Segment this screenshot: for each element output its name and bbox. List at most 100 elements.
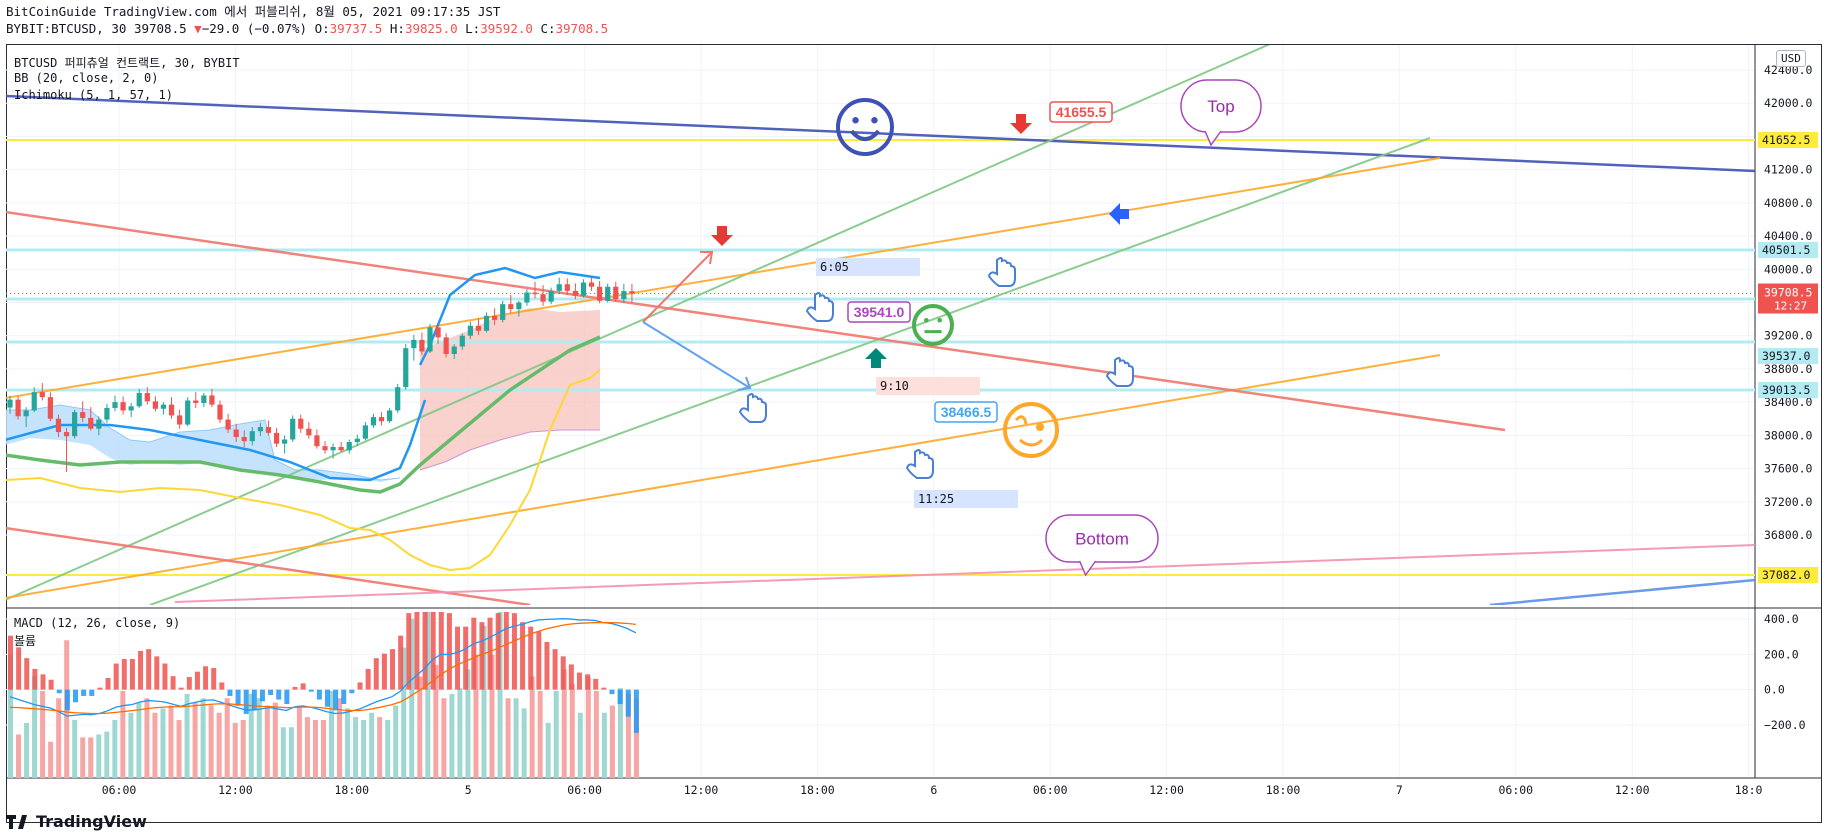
macd-histogram-bar [381,653,387,690]
volume-bar [401,647,407,778]
candle [597,286,603,301]
macd-histogram-bar [609,689,615,695]
volume-bar [232,722,238,778]
macd-histogram-bar [341,689,347,705]
arrow-up-icon [865,348,887,368]
time-tick-label: 18:0 [1735,783,1763,797]
speech-bubble: Top [1180,79,1262,147]
volume-bar [320,720,326,778]
legend-volume[interactable]: 볼륨 [14,634,37,648]
macd-histogram-bar [154,656,160,690]
volume-bar [633,698,639,778]
legend-bb[interactable]: BB (20, close, 2, 0) [14,71,159,85]
low-value: 39592.0 [480,21,533,36]
time-tick-label: 12:00 [684,783,719,797]
speech-bubble-shape [1045,514,1159,563]
volume-bar [553,691,559,778]
time-axis: 06:00 12:00 18:00 5 06:00 12:00 18:00 6 06:00 12:… [102,783,1763,797]
candle [556,284,562,291]
volume-bar [441,698,447,778]
legend-ichimoku[interactable]: Ichimoku (5, 1, 57, 1) [14,88,173,102]
macd-histogram-bar [414,612,420,690]
trend-line [6,526,531,605]
candle [128,406,134,411]
volume-bar [561,669,567,778]
time-box: 6:05 [816,258,920,276]
macd-histogram-bar [178,687,184,690]
macd-histogram-bar [585,674,591,690]
volume-bar [393,705,399,778]
macd-histogram-bar [528,626,534,690]
time-box-bg [914,490,1018,508]
volume-bar [24,722,30,778]
price-callout-box [847,301,911,323]
candle [63,432,70,437]
time-tick-label: 18:00 [334,783,369,797]
macd-histogram-bar [479,622,485,690]
macd-histogram-bar [8,635,13,690]
candle [290,418,296,440]
price-tick-label: 40400.0 [1764,229,1813,243]
tradingview-logo: TradingView [6,812,147,831]
volume-bar [449,693,455,778]
candle [241,437,247,442]
macd-histogram-bar [300,683,306,690]
hand-pointer-icon [805,292,834,322]
legend-main[interactable]: BTCUSD 퍼피츄얼 컨트랙트, 30, BYBIT [14,56,240,70]
candle [47,397,53,419]
candle [524,292,530,303]
volume-bar [337,698,343,778]
publish-info: BitCoinGuide TradingView.com 에서 퍼블리쉬, 8월… [6,4,501,19]
time-box-text: 11:25 [918,492,954,506]
macd-histogram-bar [56,689,62,694]
countdown-value: 12:27 [1774,299,1807,312]
macd-histogram-bar [129,659,135,690]
volume-bar [521,708,527,778]
trend-line [6,45,1271,601]
macd-histogram-bar [243,689,249,714]
volume-bar [216,712,222,778]
last-price-value: 39708.5 [1764,285,1812,299]
candle [500,304,506,320]
candle [322,446,328,451]
macd-line [9,618,637,717]
candle [492,315,498,320]
candle [96,419,102,429]
price-tick-label: 38000.0 [1764,428,1813,442]
macd-histogram-bar [316,689,322,700]
volume-bar [208,705,214,778]
macd-histogram-bar [625,689,631,717]
volume-bar [288,727,294,778]
macd-histogram-bar [113,663,119,690]
macd-histogram-bar [235,689,241,706]
currency-button[interactable]: USD [1776,50,1806,67]
candle [508,304,514,310]
macd-histogram-bar [511,613,517,690]
volume-bar [56,698,62,778]
candle [209,395,215,405]
bb-upper-line-left [6,399,427,482]
legend-macd[interactable]: MACD (12, 26, close, 9) [14,616,181,630]
volume-bar [128,712,134,778]
macd-tick-label: −200.0 [1764,718,1806,732]
volume-bar [272,702,278,778]
volume-bar [369,712,375,778]
volume-bar [585,676,591,778]
candle [136,393,142,407]
candle [88,417,94,429]
projection-up-arrowhead [700,251,714,265]
volume-bar [72,720,78,778]
candle [160,404,167,409]
candle [516,302,522,310]
time-tick-label: 12:00 [1615,783,1650,797]
macd-histogram-bar [325,689,330,707]
speech-bubble-text: Bottom [1075,530,1129,549]
macd-histogram-bar [121,659,127,690]
candle [370,417,377,426]
candle [467,325,473,336]
price-level-label: 41652.5 [1758,132,1818,148]
price-callout: 39541.0 [847,301,911,323]
volume-bar [200,698,206,778]
smiley-happy-icon [836,98,894,156]
